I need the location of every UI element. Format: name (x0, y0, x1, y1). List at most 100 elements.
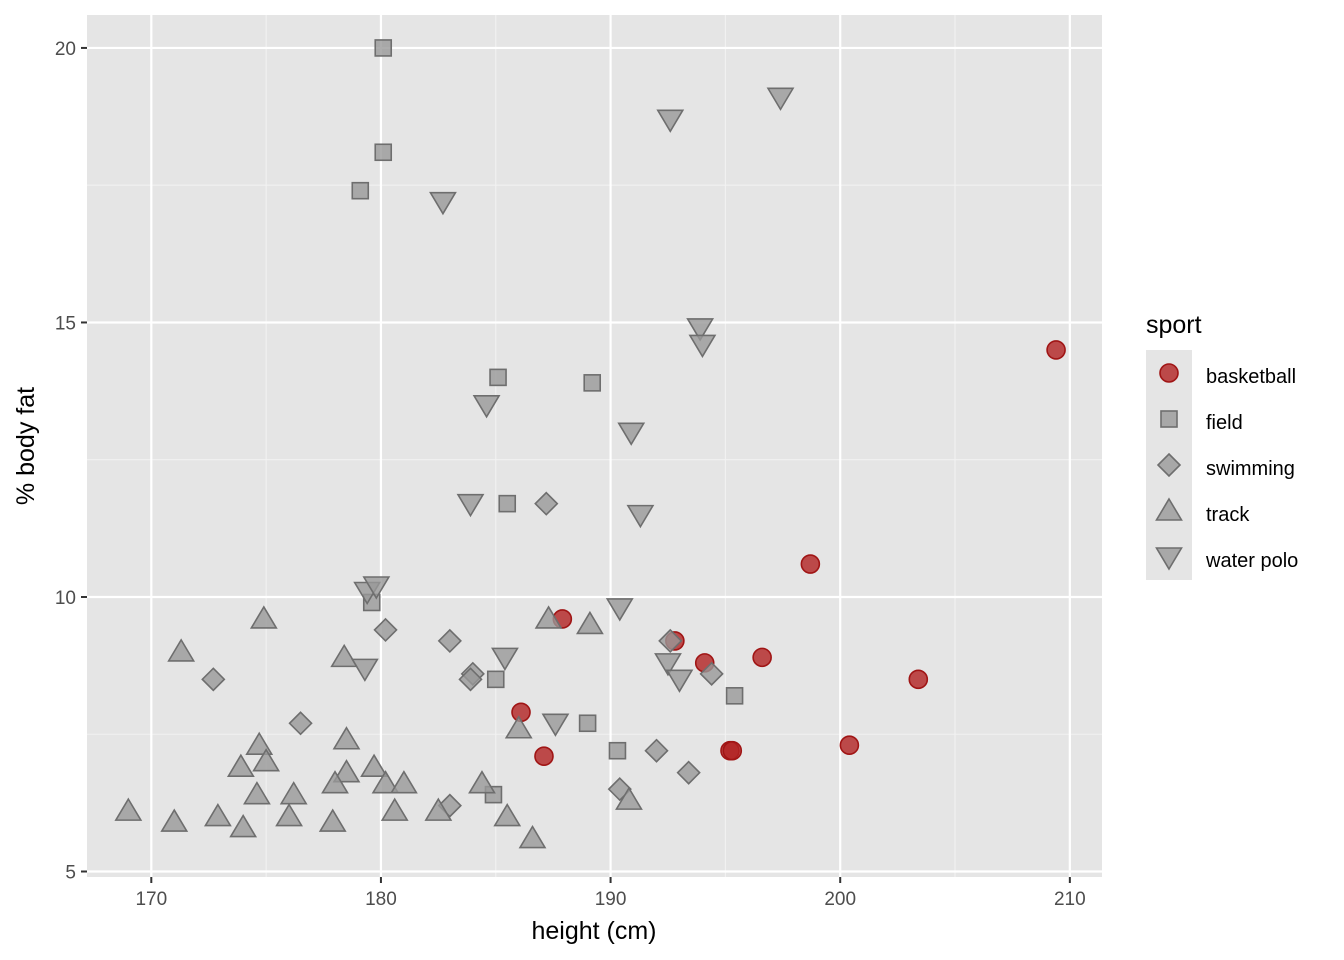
data-point-track (114, 797, 143, 821)
legend: sport basketball field swimming track wa… (1146, 311, 1298, 580)
data-point-track (468, 770, 496, 794)
data-point-track (332, 726, 361, 750)
major-gridlines (87, 15, 1102, 877)
x-tick-label: 180 (365, 889, 397, 910)
data-point-track (330, 643, 359, 668)
data-point-water-polo (362, 576, 391, 600)
data-point-track (518, 825, 547, 849)
data-point-track (332, 759, 361, 783)
data-point-track (318, 808, 347, 832)
minor-gridlines (87, 15, 1102, 877)
data-point-swimming (699, 661, 724, 686)
data-point-track (504, 715, 533, 739)
data-point-track (243, 781, 271, 805)
data-point-track (389, 770, 418, 794)
data-point-water-polo (686, 318, 715, 342)
data-point-track (160, 808, 189, 832)
x-tick-label: 170 (135, 889, 167, 910)
x-axis-ticks: 170 180 190 200 210 (135, 877, 1086, 910)
data-point-field (608, 741, 627, 760)
data-point-track (534, 605, 563, 629)
data-point-water-polo (617, 422, 646, 446)
plot-panel (87, 15, 1102, 877)
data-point-basketball (839, 735, 860, 756)
data-point-swimming (201, 667, 226, 692)
x-axis-title: height (cm) (531, 917, 656, 945)
data-point-track (167, 638, 196, 662)
y-axis-ticks: 5 10 15 20 (55, 39, 87, 884)
legend-title: sport (1146, 311, 1202, 339)
legend-keys (1155, 363, 1183, 571)
data-point-basketball (752, 647, 772, 668)
x-tick-label: 190 (595, 889, 627, 910)
data-point-swimming (288, 711, 313, 736)
legend-key-water-polo (1155, 547, 1183, 571)
legend-label-swimming: swimming (1206, 458, 1295, 480)
data-point-water-polo (665, 669, 694, 693)
data-point-basketball (534, 746, 554, 767)
data-point-water-polo (626, 504, 655, 529)
data-point-track (229, 814, 258, 838)
data-point-water-polo (656, 109, 685, 133)
legend-key-basketball (1159, 363, 1179, 383)
data-point-basketball (511, 702, 531, 723)
data-points (114, 39, 1066, 849)
y-tick-label: 15 (55, 313, 76, 334)
data-point-swimming (658, 628, 683, 654)
data-point-water-polo (491, 647, 519, 671)
data-point-track (380, 797, 409, 821)
data-point-water-polo (429, 191, 457, 216)
data-point-track (321, 770, 349, 794)
data-point-water-polo (688, 334, 717, 358)
legend-key-swimming (1156, 452, 1182, 478)
data-point-track (203, 803, 232, 827)
data-point-track (252, 748, 281, 772)
legend-label-track: track (1206, 504, 1250, 526)
data-point-swimming (373, 617, 398, 643)
data-point-basketball (908, 669, 929, 690)
y-tick-label: 20 (55, 39, 76, 60)
y-tick-label: 10 (55, 588, 76, 609)
data-point-water-polo (456, 493, 485, 518)
data-point-basketball (722, 740, 743, 761)
data-point-swimming (676, 760, 701, 785)
data-point-water-polo (654, 653, 682, 677)
legend-label-basketball: basketball (1206, 366, 1296, 388)
data-point-water-polo (350, 658, 379, 682)
data-point-swimming (644, 738, 669, 763)
y-tick-label: 5 (65, 863, 76, 884)
data-point-field (498, 494, 517, 513)
legend-key-track (1155, 497, 1183, 521)
legend-label-field: field (1206, 412, 1243, 434)
data-point-basketball (1046, 340, 1066, 360)
data-point-track (360, 753, 388, 777)
x-tick-label: 200 (824, 889, 856, 910)
legend-label-water-polo: water polo (1205, 550, 1298, 572)
data-point-water-polo (472, 395, 501, 419)
data-point-swimming (534, 491, 559, 516)
data-point-track (371, 770, 400, 794)
data-point-track (615, 786, 643, 810)
x-tick-label: 210 (1054, 889, 1086, 910)
data-point-water-polo (605, 598, 634, 622)
data-point-track (576, 610, 604, 635)
data-point-field (351, 181, 370, 200)
data-point-field (374, 143, 393, 162)
data-point-swimming (458, 667, 483, 692)
data-point-field (374, 39, 393, 57)
data-point-water-polo (541, 713, 570, 737)
data-point-track (275, 803, 303, 827)
data-point-track (279, 781, 308, 805)
data-point-water-polo (766, 87, 795, 111)
data-point-basketball (800, 554, 821, 574)
legend-key-field (1160, 410, 1178, 428)
data-point-track (424, 797, 453, 821)
data-point-field (578, 714, 597, 733)
y-axis-title: % body fat (12, 387, 40, 505)
data-point-track (493, 803, 522, 827)
data-point-field (486, 670, 505, 689)
data-point-field (489, 368, 507, 387)
data-point-swimming (437, 628, 462, 654)
data-point-field (583, 374, 602, 392)
